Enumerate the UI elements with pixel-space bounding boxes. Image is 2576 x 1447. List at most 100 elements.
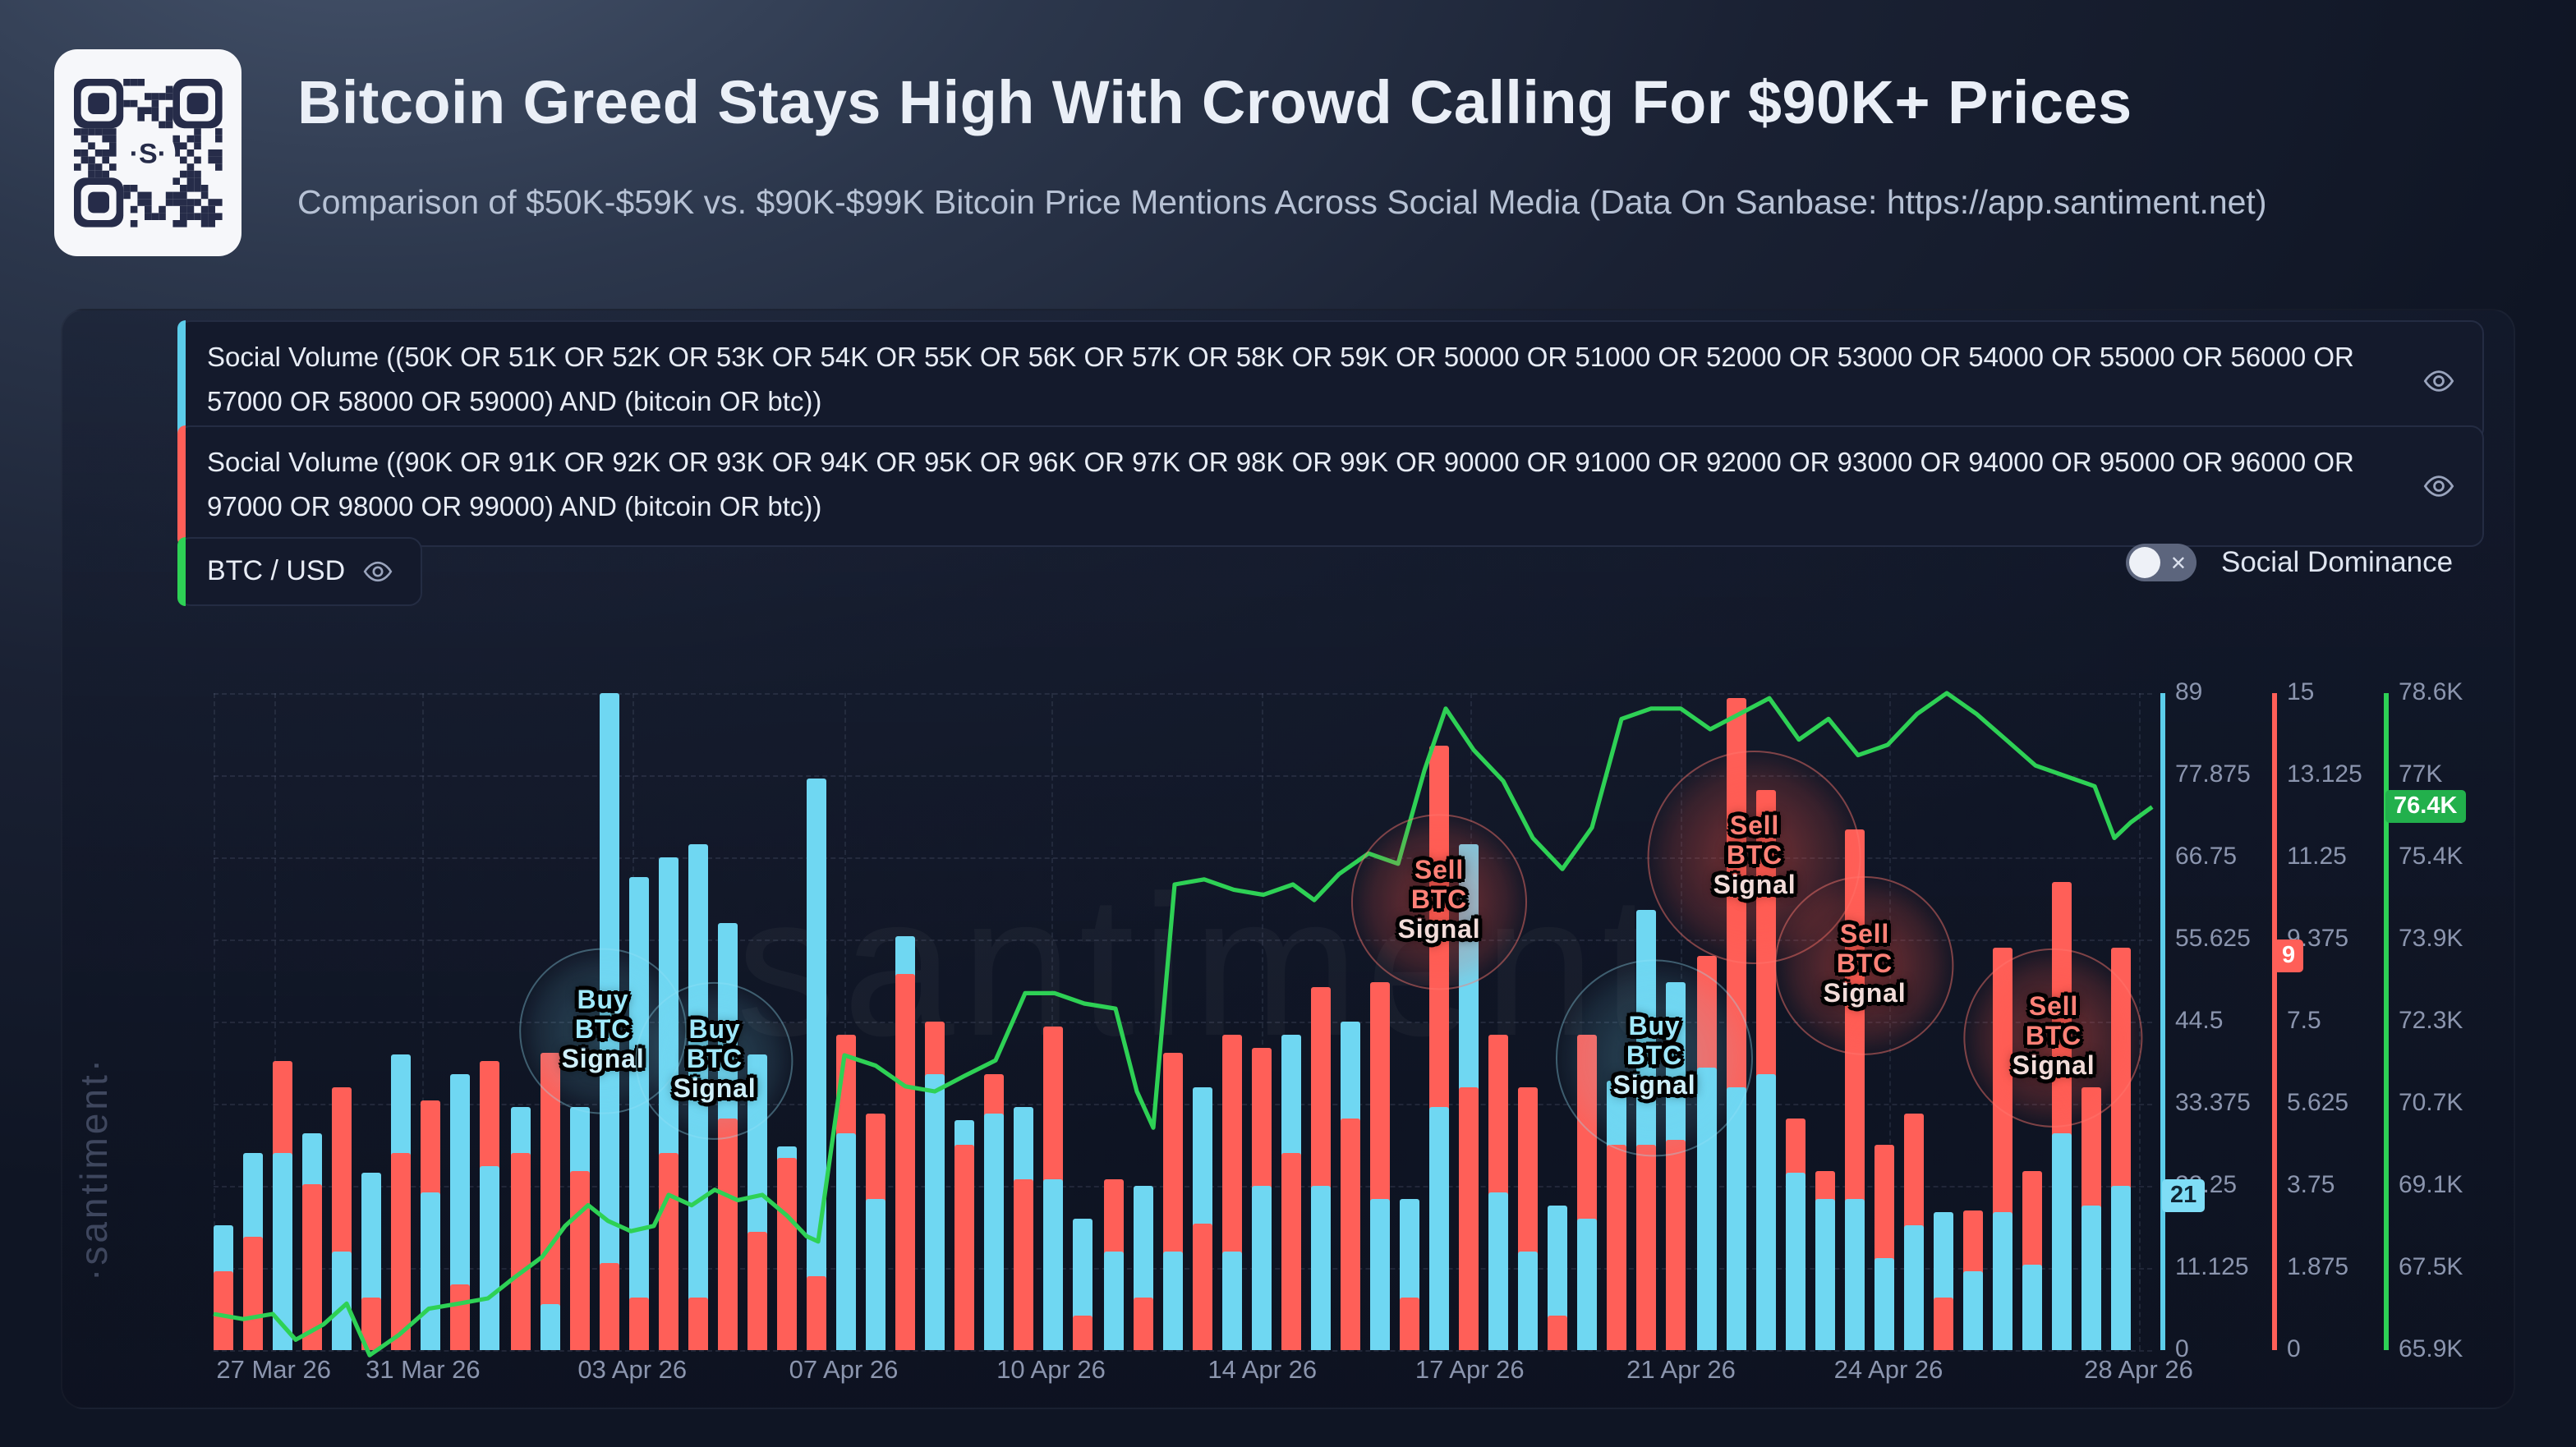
bar-social-volume-50k[interactable] [1518,1251,1539,1350]
buy-btc-signal-marker[interactable]: Buy BTC Signal [519,948,687,1115]
y-tick-label: 44.5 [2175,1007,2224,1035]
buy-btc-signal-marker[interactable]: Buy BTC Signal [1556,959,1753,1156]
bar-social-volume-50k[interactable] [2082,1205,2102,1350]
bar-social-volume-90k[interactable] [1607,1144,1627,1350]
bar-social-volume-90k[interactable] [243,1236,264,1350]
bar-social-volume-90k[interactable] [540,1052,560,1350]
bar-social-volume-50k[interactable] [1755,1073,1776,1350]
signal-label-line: Sell [1414,857,1465,885]
bar-social-volume-50k[interactable] [1874,1257,1894,1350]
x-tick-label: 10 Apr 26 [996,1357,1106,1385]
bar-social-volume-50k[interactable] [836,1132,857,1350]
bar-social-volume-50k[interactable] [2111,1185,2132,1350]
bar-social-volume-50k[interactable] [2052,1132,2072,1350]
bar-social-volume-50k[interactable] [1726,1087,1746,1350]
bar-social-volume-50k[interactable] [866,1198,886,1350]
bar-social-volume-90k[interactable] [895,973,916,1350]
current-value-badge-red: 9 [2274,939,2304,972]
bar-social-volume-90k[interactable] [1073,1315,1093,1350]
bar-social-volume-90k[interactable] [214,1271,233,1350]
bar-social-volume-50k[interactable] [1903,1225,1924,1350]
bar-social-volume-90k[interactable] [688,1298,708,1350]
bar-social-volume-50k[interactable] [925,1073,945,1350]
h-gridline [214,1186,2152,1187]
bar-social-volume-50k[interactable] [1369,1198,1390,1350]
metric-row-btc-usd[interactable]: BTC / USD [177,537,423,606]
metric-row-90k[interactable]: Social Volume ((90K OR 91K OR 92K OR 93K… [177,425,2484,547]
bar-social-volume-50k[interactable] [984,1114,1005,1350]
bar-social-volume-90k[interactable] [658,1153,678,1350]
bar-social-volume-90k[interactable] [302,1183,323,1350]
bar-social-volume-90k[interactable] [1636,1144,1657,1350]
social-dominance-toggle[interactable]: ✕ [2126,544,2196,581]
signal-label-line: BTC [1410,887,1468,915]
bar-social-volume-50k[interactable] [480,1166,500,1350]
bar-social-volume-50k[interactable] [540,1304,560,1350]
signal-label-line: Sell [1839,921,1890,949]
signal-label-line: BTC [1836,951,1893,979]
bar-social-volume-50k[interactable] [1488,1192,1509,1350]
bar-social-volume-50k[interactable] [1103,1251,1123,1350]
bar-social-volume-50k[interactable] [1993,1211,2012,1350]
eye-icon[interactable] [2422,469,2456,503]
bar-social-volume-50k[interactable] [1251,1185,1272,1350]
bar-social-volume-90k[interactable] [450,1284,471,1350]
bar-social-volume-50k[interactable] [421,1192,441,1350]
santiment-side-watermark: ·santiment· [72,1055,115,1281]
bar-social-volume-50k[interactable] [1785,1173,1806,1350]
bar-social-volume-90k[interactable] [776,1157,797,1350]
buy-btc-signal-marker[interactable]: Buy BTC Signal [635,981,794,1141]
sell-btc-signal-marker[interactable]: Sell BTC Signal [1647,751,1861,964]
bar-social-volume-50k[interactable] [1577,1219,1598,1350]
bar-social-volume-50k[interactable] [1962,1270,1983,1350]
bar-social-volume-90k[interactable] [1133,1298,1153,1350]
bar-social-volume-90k[interactable] [1014,1179,1034,1350]
signal-label-line: Signal [2012,1053,2095,1081]
sell-btc-signal-marker[interactable]: Sell BTC Signal [1963,948,2144,1128]
y-tick-label: 67.5K [2399,1253,2463,1281]
bar-social-volume-90k[interactable] [747,1232,767,1350]
bar-social-volume-90k[interactable] [510,1153,530,1350]
bar-social-volume-50k[interactable] [2022,1264,2043,1350]
v-gridline [1262,693,1264,1350]
bar-social-volume-50k[interactable] [332,1251,352,1350]
x-tick-label: 21 Apr 26 [1626,1357,1736,1385]
bar-social-volume-90k[interactable] [569,1170,590,1350]
bar-social-volume-90k[interactable] [1933,1298,1953,1350]
bar-social-volume-50k[interactable] [1429,1107,1450,1350]
y-tick-label: 89 [2175,678,2203,706]
sell-btc-signal-marker[interactable]: Sell BTC Signal [1774,875,1955,1056]
qr-code: ·S· [54,49,242,256]
bar-social-volume-90k[interactable] [1548,1315,1568,1350]
metric-query-text: Social Volume ((50K OR 51K OR 52K OR 53K… [207,343,2354,417]
bar-social-volume-50k[interactable] [1221,1251,1242,1350]
bar-social-volume-90k[interactable] [954,1144,975,1350]
bar-social-volume-50k[interactable] [1844,1198,1865,1350]
bar-social-volume-50k[interactable] [1310,1185,1331,1350]
bar-social-volume-90k[interactable] [1340,1118,1360,1350]
y-tick-label: 11.25 [2287,843,2347,870]
eye-icon[interactable] [361,555,394,588]
bar-social-volume-90k[interactable] [1281,1153,1301,1350]
bar-social-volume-90k[interactable] [1666,1140,1686,1350]
current-value-badge-green: 76.4K [2385,790,2466,824]
bar-social-volume-50k[interactable] [807,779,826,1350]
current-value-badge-cyan: 21 [2162,1178,2206,1212]
bar-social-volume-90k[interactable] [717,1118,738,1350]
bar-social-volume-90k[interactable] [1192,1223,1212,1350]
bar-social-volume-90k[interactable] [391,1153,412,1350]
bar-social-volume-90k[interactable] [807,1275,826,1350]
bar-social-volume-50k[interactable] [1043,1179,1064,1350]
bar-social-volume-90k[interactable] [599,1262,619,1350]
h-gridline [214,939,2152,941]
bar-social-volume-50k[interactable] [1162,1251,1183,1350]
metric-row-50k[interactable]: Social Volume ((50K OR 51K OR 52K OR 53K… [177,320,2484,442]
bar-social-volume-90k[interactable] [1459,1087,1479,1350]
eye-icon[interactable] [2422,364,2456,398]
bar-social-volume-90k[interactable] [628,1298,649,1350]
x-tick-label: 24 Apr 26 [1833,1357,1944,1385]
bar-social-volume-90k[interactable] [1400,1298,1419,1350]
page-title: Bitcoin Greed Stays High With Crowd Call… [297,69,2132,136]
bar-social-volume-50k[interactable] [1815,1198,1835,1350]
sell-btc-signal-marker[interactable]: Sell BTC Signal [1351,814,1527,990]
